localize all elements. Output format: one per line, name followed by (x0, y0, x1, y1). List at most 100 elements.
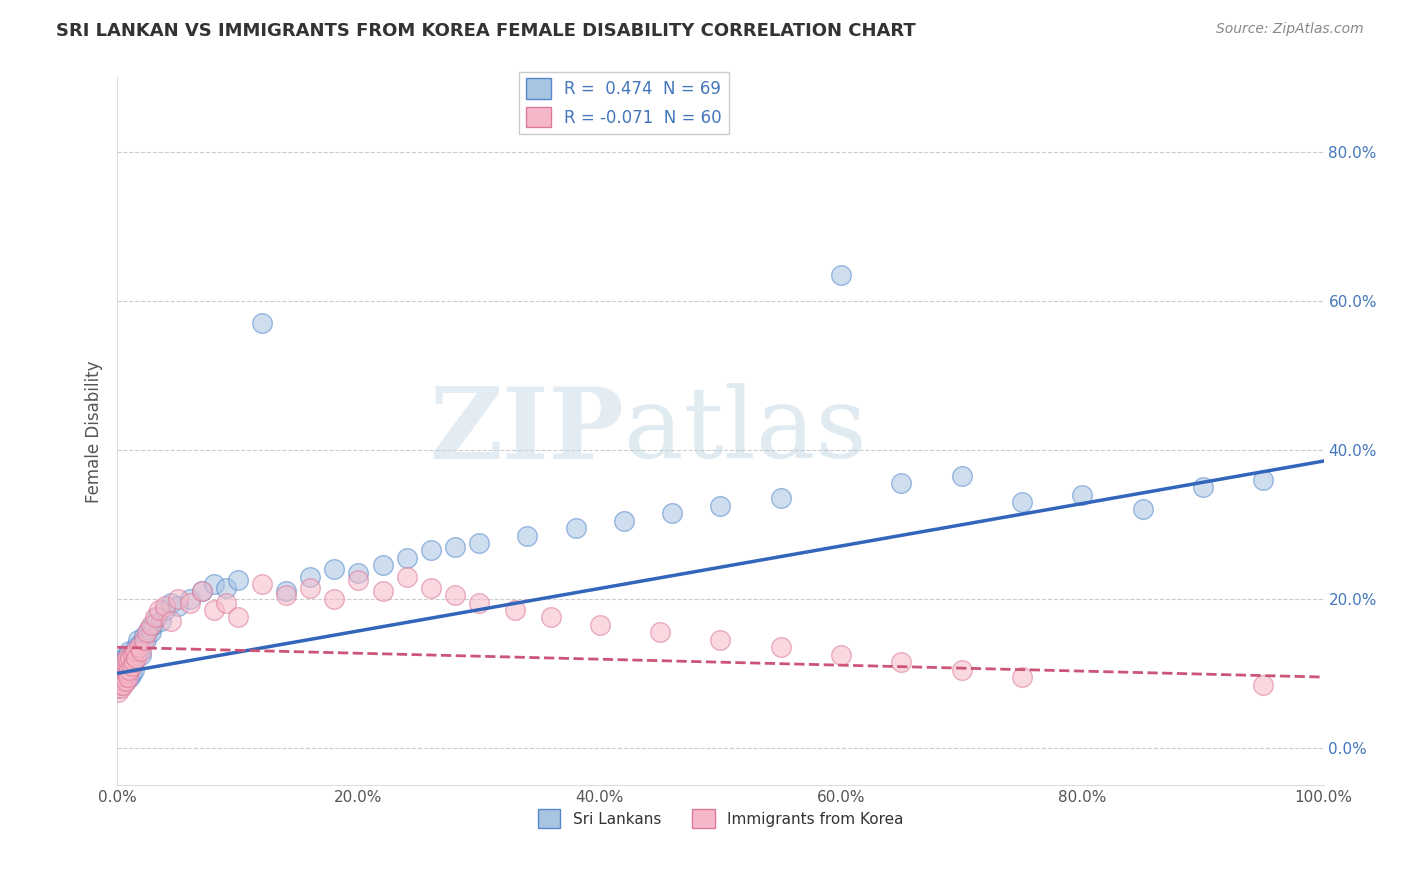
Point (950, 663, 973, 677)
Point (136, 625, 159, 640)
Point (299, 581, 322, 595)
Point (155, 603, 177, 617)
Point (589, 618, 612, 632)
Point (120, 651, 142, 665)
Point (148, 603, 170, 617)
Point (117, 670, 139, 684)
Point (117, 655, 139, 669)
Point (769, 640, 792, 655)
Point (371, 558, 394, 573)
Point (468, 536, 491, 550)
Point (122, 648, 145, 662)
Point (108, 673, 131, 688)
Point (138, 622, 160, 636)
Point (215, 581, 238, 595)
Point (124, 644, 146, 658)
Point (131, 648, 153, 662)
Point (110, 670, 132, 684)
Point (226, 610, 249, 624)
Point (122, 663, 145, 677)
Point (112, 666, 135, 681)
Y-axis label: Female Disability: Female Disability (86, 360, 103, 502)
Point (132, 629, 155, 643)
Point (709, 499, 731, 513)
Point (1011, 495, 1033, 509)
Point (155, 599, 177, 614)
Point (149, 614, 172, 628)
Point (114, 673, 136, 688)
Point (564, 521, 586, 535)
Point (371, 584, 394, 599)
Point (118, 663, 141, 677)
Point (114, 673, 136, 688)
Point (709, 632, 731, 647)
Point (250, 577, 273, 591)
Point (661, 506, 683, 520)
Point (118, 644, 141, 658)
Point (648, 625, 671, 640)
Point (1011, 670, 1033, 684)
Point (122, 655, 145, 669)
Point (110, 666, 132, 681)
Point (146, 610, 169, 624)
Point (419, 543, 441, 558)
Point (111, 677, 134, 691)
Point (166, 599, 188, 614)
Point (516, 528, 538, 542)
Point (160, 596, 183, 610)
Point (299, 569, 322, 583)
Point (132, 632, 155, 647)
Point (202, 577, 225, 591)
Point (1071, 487, 1094, 501)
Point (121, 666, 143, 681)
Point (215, 596, 238, 610)
Point (468, 596, 491, 610)
Point (323, 591, 346, 606)
Point (950, 469, 973, 483)
Point (111, 673, 134, 688)
Text: atlas: atlas (624, 384, 866, 479)
Point (110, 659, 132, 673)
Point (179, 591, 201, 606)
Point (112, 670, 135, 684)
Legend: Sri Lankans, Immigrants from Korea: Sri Lankans, Immigrants from Korea (531, 803, 910, 834)
Text: ZIP: ZIP (429, 383, 624, 480)
Point (112, 655, 135, 669)
Point (1132, 502, 1154, 516)
Point (1251, 473, 1274, 487)
Point (115, 666, 138, 681)
Point (166, 591, 188, 606)
Point (250, 316, 273, 330)
Point (139, 618, 162, 632)
Point (190, 584, 212, 599)
Point (107, 685, 129, 699)
Point (120, 651, 142, 665)
Text: SRI LANKAN VS IMMIGRANTS FROM KOREA FEMALE DISABILITY CORRELATION CHART: SRI LANKAN VS IMMIGRANTS FROM KOREA FEMA… (56, 22, 915, 40)
Point (830, 648, 852, 662)
Point (202, 603, 225, 617)
Point (112, 670, 135, 684)
Point (540, 610, 562, 624)
Point (142, 618, 165, 632)
Point (830, 268, 852, 282)
Point (419, 581, 441, 595)
Point (112, 677, 135, 691)
Point (114, 663, 136, 677)
Point (112, 651, 135, 665)
Point (117, 655, 139, 669)
Point (120, 670, 142, 684)
Point (890, 476, 912, 491)
Point (395, 569, 418, 583)
Point (131, 644, 153, 658)
Point (121, 659, 143, 673)
Point (115, 666, 138, 681)
Point (179, 596, 201, 610)
Point (112, 655, 135, 669)
Point (128, 644, 150, 658)
Point (108, 666, 131, 681)
Point (115, 648, 138, 662)
Point (135, 632, 157, 647)
Point (139, 625, 162, 640)
Point (190, 584, 212, 599)
Point (503, 603, 526, 617)
